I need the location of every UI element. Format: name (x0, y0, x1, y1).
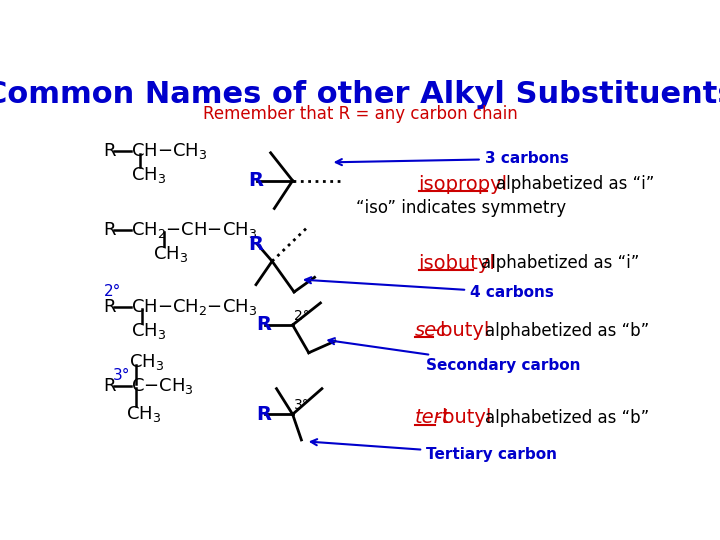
Text: R: R (256, 405, 271, 424)
Text: isopropyl: isopropyl (418, 175, 508, 194)
Text: R: R (104, 221, 116, 239)
Text: C$-$CH$_3$: C$-$CH$_3$ (132, 376, 194, 396)
Text: sec: sec (415, 321, 448, 340)
Text: “iso” indicates symmetry: “iso” indicates symmetry (356, 199, 567, 218)
Text: CH$_3$: CH$_3$ (153, 244, 189, 264)
Text: alphabetized as “i”: alphabetized as “i” (495, 176, 654, 193)
Text: CH$-$CH$_2$$-$CH$_3$: CH$-$CH$_2$$-$CH$_3$ (132, 296, 258, 316)
Text: 2°: 2° (104, 285, 121, 300)
Text: tert: tert (415, 408, 450, 428)
Text: isobutyl: isobutyl (418, 254, 495, 273)
Text: 3°: 3° (294, 398, 310, 412)
Text: -butyl: -butyl (433, 321, 490, 340)
Text: alphabetized as “b”: alphabetized as “b” (485, 322, 649, 340)
Text: R: R (256, 315, 271, 334)
Text: Remember that R = any carbon chain: Remember that R = any carbon chain (202, 105, 518, 123)
Text: -butyl: -butyl (435, 408, 491, 428)
Text: alphabetized as “b”: alphabetized as “b” (485, 409, 649, 427)
Text: CH$_3$: CH$_3$ (130, 352, 164, 372)
Text: Common Names of other Alkyl Substituents: Common Names of other Alkyl Substituents (0, 80, 720, 109)
Text: CH$_3$: CH$_3$ (131, 321, 166, 341)
Text: alphabetized as “i”: alphabetized as “i” (481, 254, 639, 272)
Text: Tertiary carbon: Tertiary carbon (311, 439, 557, 462)
Text: R: R (104, 298, 116, 315)
Text: R: R (248, 235, 264, 254)
Text: CH$_2$$-$CH$-$CH$_3$: CH$_2$$-$CH$-$CH$_3$ (132, 220, 258, 240)
Text: CH$_3$: CH$_3$ (131, 165, 166, 185)
Text: R: R (104, 377, 116, 395)
Text: 4 carbons: 4 carbons (305, 277, 554, 300)
Text: 2°: 2° (294, 309, 310, 323)
Text: CH$-$CH$_3$: CH$-$CH$_3$ (132, 141, 208, 161)
Text: CH$_3$: CH$_3$ (125, 403, 161, 423)
Text: R: R (104, 143, 116, 160)
Text: Secondary carbon: Secondary carbon (328, 338, 580, 373)
Text: 3°: 3° (112, 368, 130, 383)
Text: R: R (248, 171, 264, 190)
Text: 3 carbons: 3 carbons (336, 151, 568, 166)
